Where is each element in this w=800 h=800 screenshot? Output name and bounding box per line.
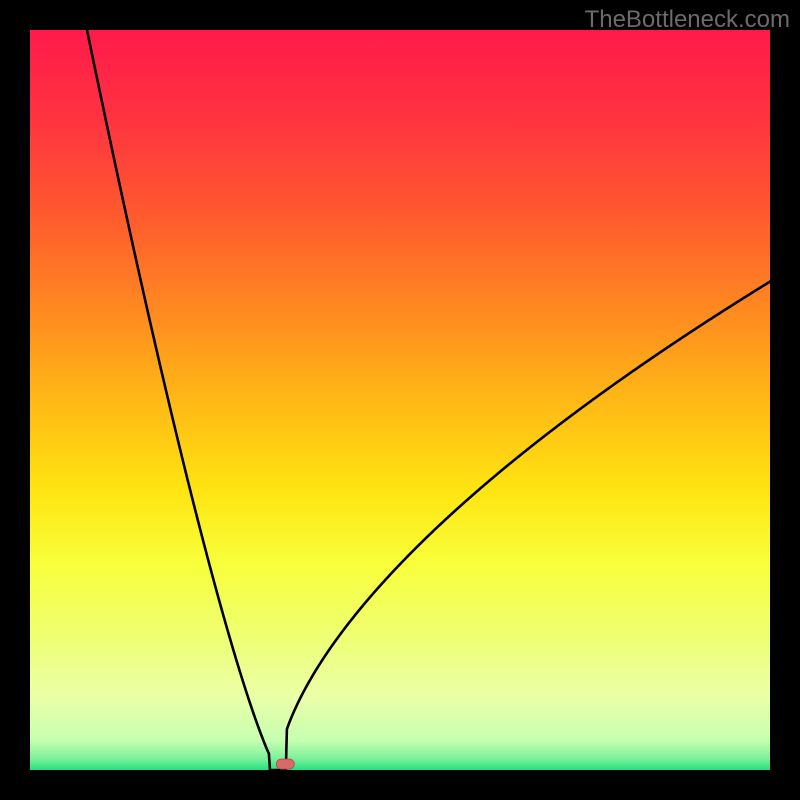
plot-gradient-area [30, 30, 770, 770]
dip-marker [276, 759, 294, 769]
chart-stage: TheBottleneck.com [0, 0, 800, 800]
chart-svg [0, 0, 800, 800]
